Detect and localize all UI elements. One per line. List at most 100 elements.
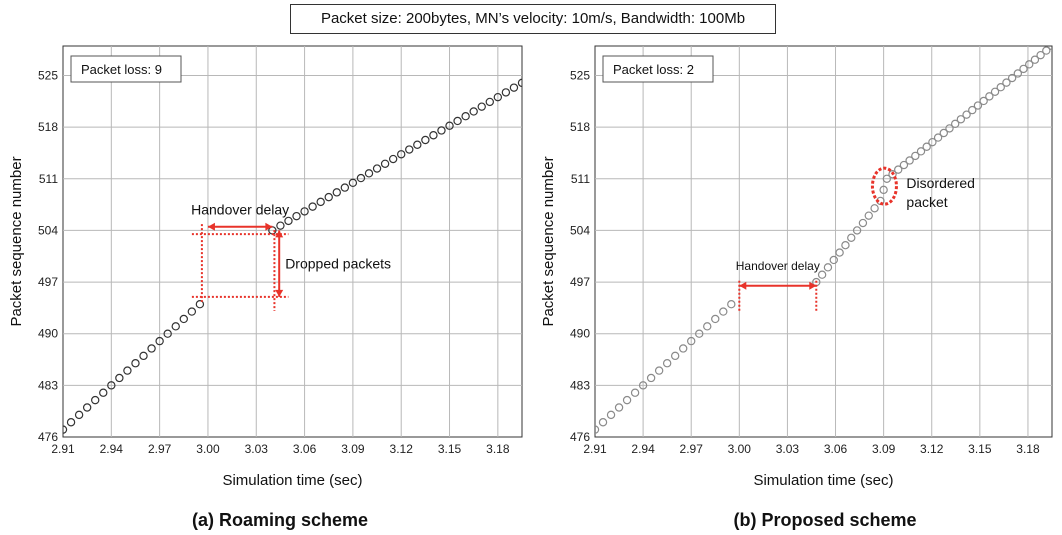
data-point: [308, 202, 317, 211]
data-point: [477, 102, 486, 111]
y-tick-label: 476: [570, 430, 590, 444]
data-point: [638, 381, 648, 390]
x-tick-label: 2.91: [51, 442, 75, 456]
y-tick-label: 490: [38, 327, 58, 341]
data-point: [171, 322, 180, 331]
data-point: [1036, 50, 1045, 60]
data-point: [870, 204, 879, 213]
data-point: [695, 329, 704, 338]
x-tick-label: 2.94: [100, 442, 124, 456]
arrowhead: [275, 230, 284, 238]
data-point: [413, 140, 422, 149]
y-tick-label: 497: [570, 275, 590, 289]
data-point: [195, 300, 205, 309]
data-point: [163, 329, 172, 338]
data-point: [916, 147, 926, 156]
arrowhead: [275, 289, 284, 297]
data-point: [911, 151, 920, 161]
x-tick-label: 3.03: [776, 442, 800, 456]
data-point: [300, 207, 309, 216]
data-point: [654, 366, 664, 375]
data-point: [115, 373, 124, 383]
data-point: [678, 344, 688, 353]
data-point: [356, 173, 366, 183]
y-tick-label: 511: [571, 172, 590, 186]
figure-title-box: Packet size: 200bytes, MN’s velocity: 10…: [290, 4, 776, 34]
data-point: [922, 142, 931, 151]
data-point: [985, 92, 994, 101]
y-tick-label: 525: [38, 69, 58, 83]
data-point: [968, 105, 977, 115]
data-point: [882, 174, 892, 183]
data-point: [595, 425, 600, 434]
data-point: [517, 78, 522, 88]
data-point: [939, 128, 948, 138]
data-point: [485, 97, 494, 107]
data-point: [711, 314, 720, 324]
data-point: [82, 403, 92, 412]
data-point: [727, 300, 736, 309]
data-point: [123, 366, 132, 375]
data-point: [364, 169, 374, 178]
disordered-label-line2: packet: [906, 194, 947, 210]
x-tick-label: 3.09: [341, 442, 365, 456]
data-point: [847, 233, 856, 243]
data-point: [933, 133, 943, 142]
data-point: [66, 418, 76, 427]
figure-title: Packet size: 200bytes, MN’s velocity: 10…: [320, 10, 746, 27]
packet-loss-box: [70, 55, 182, 83]
arrowhead: [739, 281, 747, 290]
arrowhead: [265, 222, 273, 231]
data-point: [461, 112, 470, 121]
data-point: [817, 270, 827, 279]
data-point: [973, 101, 983, 110]
data-point: [284, 216, 293, 226]
x-tick-label: 3.12: [390, 442, 414, 456]
arrowhead: [207, 222, 215, 231]
data-point: [841, 240, 850, 250]
data-point: [74, 410, 84, 420]
data-point: [888, 170, 897, 179]
data-point: [829, 255, 838, 265]
data-point: [858, 218, 868, 228]
data-point: [509, 83, 519, 92]
data-point: [397, 150, 406, 159]
x-tick-label: 3.18: [1016, 442, 1040, 456]
x-tick-label: 2.94: [631, 442, 655, 456]
packet-loss-box: [602, 55, 714, 83]
data-point: [852, 226, 862, 235]
data-point: [99, 388, 108, 397]
x-axis-label: Simulation time (sec): [222, 472, 362, 489]
x-axis-label: Simulation time (sec): [753, 472, 893, 489]
data-point: [372, 164, 382, 173]
data-point: [292, 211, 301, 221]
y-tick-label: 483: [38, 378, 58, 392]
data-point: [445, 121, 454, 130]
caption-roaming: (a) Roaming scheme: [191, 510, 369, 530]
data-point: [139, 351, 148, 361]
x-tick-label: 3.15: [968, 442, 992, 456]
data-point: [996, 83, 1005, 92]
x-tick-label: 3.00: [196, 442, 220, 456]
arrowhead: [809, 281, 817, 290]
panel-1: 2.91 2.94 2.97 3.00 3.03 3.06 3.09 3.12 3.15 3.18…: [540, 45, 1053, 489]
data-point: [91, 395, 100, 405]
data-point: [950, 119, 960, 129]
y-tick-label: 497: [38, 275, 58, 289]
data-point: [1042, 46, 1051, 55]
data-point: [493, 92, 503, 102]
x-tick-label: 3.12: [920, 442, 944, 456]
data-point: [1007, 73, 1017, 83]
data-point: [864, 211, 873, 220]
x-tick-label: 3.06: [824, 442, 848, 456]
disordered-packet-ellipse: [870, 166, 898, 206]
y-tick-label: 504: [570, 223, 590, 237]
x-tick-label: 3.06: [293, 442, 317, 456]
data-point: [421, 135, 430, 145]
y-tick-label: 490: [570, 327, 590, 341]
data-point: [131, 359, 140, 368]
data-point: [945, 124, 954, 133]
data-points: [63, 78, 522, 434]
packet-loss-label: Packet loss: 9: [81, 62, 162, 77]
data-point: [340, 183, 350, 192]
